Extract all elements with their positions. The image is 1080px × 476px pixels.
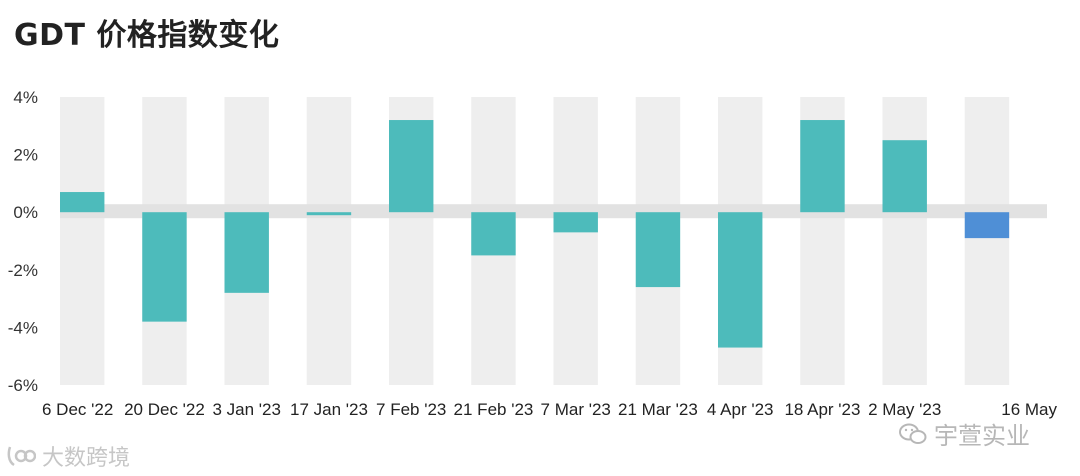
category-bands (60, 97, 1010, 385)
y-tick-label: 2% (13, 146, 38, 165)
category-band (553, 97, 598, 385)
x-tick-label: 4 Apr '23 (707, 400, 774, 419)
y-tick-label: -6% (8, 376, 38, 395)
x-tick-label: 18 Apr '23 (784, 400, 860, 419)
x-tick-label: 21 Feb '23 (454, 400, 534, 419)
y-tick-label: -4% (8, 318, 38, 337)
bar (718, 212, 763, 348)
wechat-icon (899, 423, 927, 444)
bar (471, 212, 516, 256)
bars (60, 120, 1010, 348)
y-tick-label: -2% (8, 261, 38, 280)
category-band (306, 97, 352, 385)
bar (882, 140, 927, 213)
watermark-left: 大数跨境 (6, 440, 130, 472)
x-tick-label: 7 Feb '23 (376, 400, 446, 419)
x-tick-label: 6 Dec '22 (42, 400, 113, 419)
bar (142, 212, 187, 322)
x-tick-label: 17 Jan '23 (290, 400, 368, 419)
bar (553, 212, 598, 233)
x-tick-label: 7 Mar '23 (541, 400, 611, 419)
x-tick-label: 3 Jan '23 (212, 400, 280, 419)
watermark-right-text: 宇萱实业 (934, 422, 1030, 450)
bar (306, 212, 352, 216)
bar (224, 212, 269, 293)
bar (389, 120, 434, 213)
brand-logo-icon (7, 446, 36, 467)
x-tick-label: 20 Dec '22 (124, 400, 205, 419)
x-tick-label: 2 May '23 (868, 400, 941, 419)
y-axis-ticks: 4% 2% 0% -2% -4% -6% (8, 88, 38, 395)
bar (635, 212, 681, 288)
category-band (60, 97, 105, 385)
watermark-right: 宇萱实业 (898, 416, 1030, 451)
x-axis-ticks: 6 Dec '22 20 Dec '22 3 Jan '23 17 Jan '23 7 … (42, 400, 1057, 419)
x-tick-label: 16 May (1001, 400, 1057, 419)
bar (60, 192, 105, 213)
chart-title: GDT 价格指数变化 (14, 18, 280, 53)
y-tick-label: 4% (13, 88, 38, 107)
bar (800, 120, 845, 213)
x-tick-label: 21 Mar '23 (618, 400, 698, 419)
category-band (964, 97, 1010, 385)
bar (964, 212, 1010, 239)
y-tick-label: 0% (13, 203, 38, 222)
watermark-left-text: 大数跨境 (42, 446, 131, 471)
